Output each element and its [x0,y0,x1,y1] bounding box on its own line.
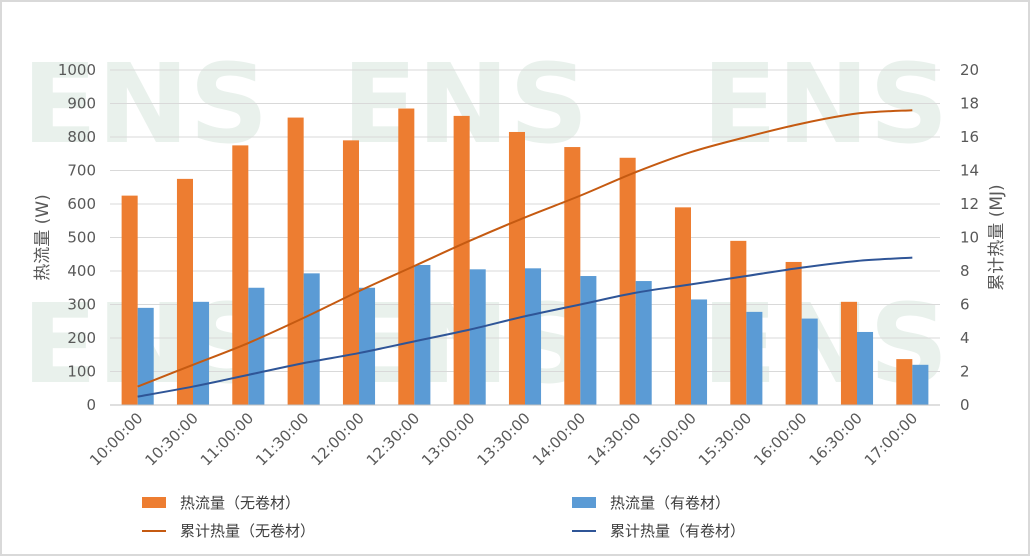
y2-tick-label: 4 [960,329,970,347]
y2-axis-title: 累计热量 (MJ) [987,184,1007,290]
bar-no-membrane [342,140,359,405]
bar-no-membrane [564,147,581,406]
lines [137,109,913,398]
y-tick-label: 200 [67,329,96,347]
bar-no-membrane [398,108,415,406]
bar-with-membrane [469,269,486,405]
bar-no-membrane [232,145,249,405]
x-tick-label: 16:30:00 [805,409,865,469]
x-tick-label: 13:00:00 [418,409,478,469]
bars [121,108,929,406]
y2-tick-label: 6 [960,296,970,314]
x-tick-label: 14:00:00 [529,409,589,469]
bar-no-membrane [121,195,138,405]
y-tick-label: 400 [67,262,96,280]
bar-no-membrane [674,207,691,405]
legend-label: 热流量（有卷材） [610,494,730,512]
bar-no-membrane [453,115,470,406]
y2-tick-label: 2 [960,363,970,381]
y-tick-label: 0 [86,396,96,414]
bar-with-membrane [193,301,210,405]
y2-tick-label: 16 [960,128,979,146]
y-axis-title: 热流量 (W) [33,194,53,280]
y2-tick-label: 10 [960,229,979,247]
bar-with-membrane [691,299,708,405]
bar-with-membrane [857,331,874,405]
bar-with-membrane [746,311,763,405]
y-tick-label: 700 [67,162,96,180]
x-tick-label: 10:30:00 [141,409,201,469]
bar-no-membrane [619,157,636,405]
x-tick-label: 17:00:00 [861,409,921,469]
bar-no-membrane [840,301,857,405]
bar-with-membrane [248,287,265,405]
bar-with-membrane [137,307,154,405]
y-tick-label: 1000 [58,61,96,79]
y-tick-label: 900 [67,95,96,113]
y2-tick-label: 14 [960,162,979,180]
x-tick-label: 10:00:00 [86,409,146,469]
bar-with-membrane [801,318,818,405]
bar-with-membrane [580,276,597,405]
y-tick-label: 100 [67,363,96,381]
bar-with-membrane [635,281,652,405]
x-tick-label: 11:00:00 [197,409,257,469]
y2-tick-label: 18 [960,95,979,113]
bar-no-membrane [176,178,193,405]
y-tick-label: 800 [67,128,96,146]
bar-with-membrane [303,273,320,405]
legend-label: 累计热量（无卷材） [180,522,315,540]
y-tick-label: 600 [67,195,96,213]
bar-no-membrane [287,117,304,405]
x-tick-label: 14:30:00 [584,409,644,469]
x-tick-label: 16:00:00 [750,409,810,469]
y2-tick-label: 0 [960,396,970,414]
y-tick-label: 300 [67,296,96,314]
x-tick-label: 15:00:00 [639,409,699,469]
x-tick-label: 13:30:00 [473,409,533,469]
bar-with-membrane [414,264,431,405]
legend-swatch [572,497,596,508]
y2-tick-label: 12 [960,195,979,213]
bar-no-membrane [785,261,802,405]
x-tick-label: 11:30:00 [252,409,312,469]
legend-label: 累计热量（有卷材） [610,522,745,540]
bar-with-membrane [359,287,376,405]
bar-with-membrane [525,268,542,405]
x-tick-label: 12:30:00 [363,409,423,469]
bar-with-membrane [912,364,929,405]
bar-no-membrane [896,359,913,405]
y2-tick-label: 8 [960,262,970,280]
line-cumulative-with-membrane [137,256,913,398]
y-tick-label: 500 [67,229,96,247]
line-cumulative-no-membrane [137,109,913,388]
bar-no-membrane [730,240,747,405]
bar-no-membrane [508,131,525,405]
x-tick-label: 12:00:00 [307,409,367,469]
legend-swatch [142,497,166,508]
legend-label: 热流量（无卷材） [180,494,300,512]
legend: 热流量（无卷材） 热流量（有卷材） 累计热量（无卷材） 累计热量（有卷材） [142,494,745,540]
x-tick-label: 15:30:00 [695,409,755,469]
y2-tick-label: 20 [960,61,979,79]
